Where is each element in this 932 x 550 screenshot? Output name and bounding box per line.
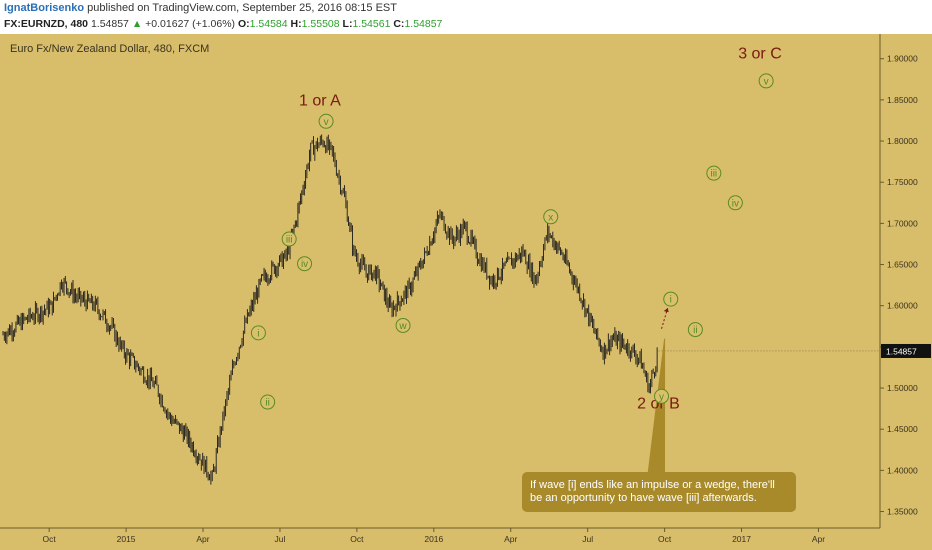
time-tick-label: 2017 <box>732 534 751 544</box>
sub-wave-label: v <box>764 76 769 87</box>
last-price-tag <box>881 343 931 358</box>
last-price-label: 1.54857 <box>886 346 917 356</box>
high-value: 1.55508 <box>301 18 340 30</box>
wave-label: 1 or A <box>299 93 341 110</box>
price-axis-bg <box>880 34 932 550</box>
sub-wave-label: ii <box>693 325 697 336</box>
publish-header: IgnatBorisenko published on TradingView.… <box>0 0 932 34</box>
sub-wave-label: i <box>257 328 259 339</box>
time-tick-label: Jul <box>582 534 593 544</box>
price-tick-label: 1.35000 <box>887 507 918 517</box>
time-tick-label: Jul <box>275 534 286 544</box>
last-value: 1.54857 <box>90 18 129 30</box>
change-value: +0.01627 (+1.06%) <box>145 18 236 30</box>
time-tick-label: Oct <box>350 534 364 544</box>
time-tick-label: Apr <box>504 534 517 544</box>
symbol-label[interactable]: FX:EURNZD, 480 <box>4 18 89 30</box>
publish-line: IgnatBorisenko published on TradingView.… <box>4 2 397 14</box>
author-link[interactable]: IgnatBorisenko <box>4 2 85 14</box>
sub-wave-label: iv <box>301 259 308 270</box>
sub-wave-circle <box>706 165 722 181</box>
callout-text: be an opportunity to have wave [iii] aft… <box>530 492 757 504</box>
sub-wave-circle <box>297 256 313 272</box>
price-tick-label: 1.60000 <box>887 301 918 311</box>
time-tick-label: 2016 <box>424 534 443 544</box>
sub-wave-label: x <box>548 212 553 223</box>
sub-wave-label: iii <box>286 235 293 246</box>
sub-wave-label: v <box>324 117 329 128</box>
high-label: H: <box>290 18 302 30</box>
close-label: C: <box>393 18 405 30</box>
sub-wave-circle <box>395 317 411 333</box>
price-axis[interactable]: 1.90000 1.85000 1.80000 1.75000 1.70000 1.650… <box>879 34 932 550</box>
close-value: 1.54857 <box>404 18 443 30</box>
time-axis[interactable]: Oct 2015 Apr Jul Oct 2016 Apr Jul Oct 2017 Apr <box>0 527 880 544</box>
sub-wave-circle <box>260 394 276 410</box>
open-value: 1.54584 <box>249 18 288 30</box>
price-tick-label: 1.45000 <box>887 424 918 434</box>
price-tick-label: 1.70000 <box>887 218 918 228</box>
sub-wave-label: w <box>398 321 407 332</box>
annotation-callout: If wave [i] ends like an impulse or a we… <box>522 338 796 512</box>
low-label: L: <box>342 18 353 30</box>
sub-wave-circle <box>543 209 559 225</box>
time-tick-label: Oct <box>658 534 672 544</box>
projection-arrow-head <box>663 308 669 313</box>
price-tick-label: 1.65000 <box>887 260 918 270</box>
sub-wave-circle <box>281 231 297 247</box>
low-value: 1.54561 <box>352 18 391 30</box>
sub-wave-label: iv <box>732 198 739 209</box>
sub-wave-circle <box>654 388 670 404</box>
price-tick-label: 1.50000 <box>887 383 918 393</box>
open-label: O: <box>237 18 250 30</box>
sub-wave-label: ii <box>265 398 269 409</box>
up-arrow-icon: ▲ <box>131 18 143 30</box>
callout-text: If wave [i] ends like an impulse or a we… <box>530 479 775 491</box>
sub-wave-circle <box>687 322 703 338</box>
price-tick-label: 1.80000 <box>887 136 918 146</box>
candles <box>2 134 880 485</box>
time-tick-label: Apr <box>196 534 209 544</box>
price-tick-label: 1.75000 <box>887 177 918 187</box>
sub-wave-circle <box>250 325 266 341</box>
price-tick-label: 1.85000 <box>887 95 918 105</box>
time-tick-label: Apr <box>812 534 825 544</box>
wave-label: 3 or C <box>738 46 782 63</box>
plot-background <box>0 34 932 550</box>
wave-label: 2 or B <box>637 396 680 413</box>
chart-title: Euro Fx/New Zealand Dollar, 480, FXCM <box>10 43 209 55</box>
ohlc-line: FX:EURNZD, 480 1.54857 ▲ +0.01627 (+1.06… <box>4 18 442 30</box>
sub-wave-circle <box>727 195 743 211</box>
sub-wave-label: i <box>670 295 672 306</box>
callout-box <box>522 472 796 512</box>
sub-wave-circle <box>663 291 679 307</box>
sub-wave-label: y <box>659 392 664 403</box>
published-text: published on TradingView.com, September … <box>87 2 397 14</box>
time-tick-label: Oct <box>43 534 57 544</box>
price-tick-label: 1.90000 <box>887 54 918 64</box>
sub-wave-circle <box>758 73 774 89</box>
time-tick-label: 2015 <box>117 534 136 544</box>
sub-wave-circle <box>318 113 334 129</box>
sub-wave-label: iii <box>710 169 717 180</box>
price-tick-label: 1.40000 <box>887 465 918 475</box>
